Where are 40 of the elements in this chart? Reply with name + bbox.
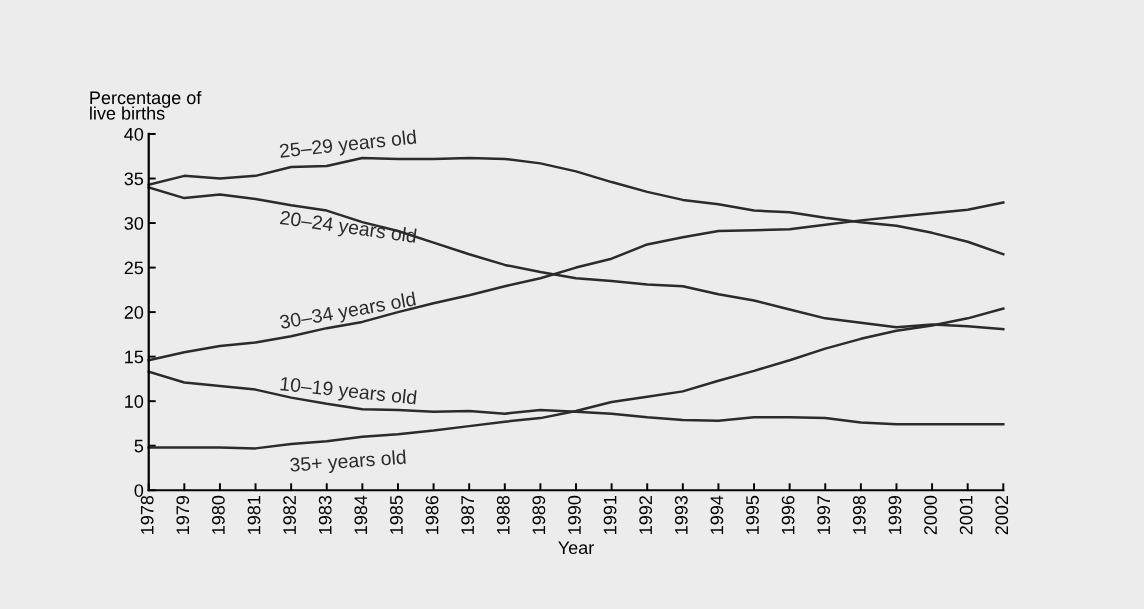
x-tick-label: 1993 <box>674 495 688 534</box>
y-tick-label: 20 <box>124 306 144 319</box>
x-tick-label: 1994 <box>710 495 724 534</box>
x-tick-label: 2001 <box>959 495 973 535</box>
x-tick-label: 1985 <box>390 495 403 534</box>
x-tick-label: 1988 <box>496 495 510 534</box>
y-tick-label: 15 <box>125 350 144 364</box>
y-tick-label: 40 <box>124 127 144 141</box>
text: 10–19 years old <box>279 376 417 409</box>
x-tick-label: 1986 <box>425 495 439 534</box>
y-tick-label: 35 <box>124 172 144 186</box>
y-tick-label: 10 <box>125 395 144 408</box>
x-tick-label: 1990 <box>568 495 581 534</box>
x-tick-label: 1998 <box>852 495 866 534</box>
x-tick-label: 1983 <box>318 495 332 534</box>
x-tick-label: 1991 <box>603 495 617 534</box>
y-tick-label: 0 <box>134 484 144 497</box>
x-tick-label: 1982 <box>283 496 296 534</box>
text: 25–29 years old <box>279 129 417 162</box>
y-tick-label: 30 <box>124 216 144 230</box>
x-tick-label: 1987 <box>461 496 475 534</box>
y-tick-label: 5 <box>134 439 144 453</box>
x-tick-label: 1989 <box>532 495 546 534</box>
y-tick-label: 25 <box>124 261 144 275</box>
x-tick-label: 1997 <box>817 496 831 534</box>
x-axis-title: Year <box>558 541 594 555</box>
x-tick-label: 1979 <box>176 495 190 534</box>
x-tick-label: 1992 <box>639 496 653 534</box>
x-tick-label: 1984 <box>354 495 368 534</box>
x-tick-label: 1996 <box>781 495 795 534</box>
x-tick-label: 1999 <box>888 495 902 534</box>
x-tick-label: 1978 <box>140 495 154 534</box>
x-tick-label: 2000 <box>924 495 937 535</box>
text: 30–34 years old <box>279 291 417 333</box>
x-tick-label: 1981 <box>247 495 261 534</box>
x-tick-label: 2002 <box>995 496 1009 535</box>
x-tick-label: 1980 <box>212 495 225 534</box>
y-axis-title: Percentage of live births <box>90 90 202 120</box>
x-tick-label: 1995 <box>746 495 759 534</box>
series-label: 35+ years old <box>289 449 406 476</box>
